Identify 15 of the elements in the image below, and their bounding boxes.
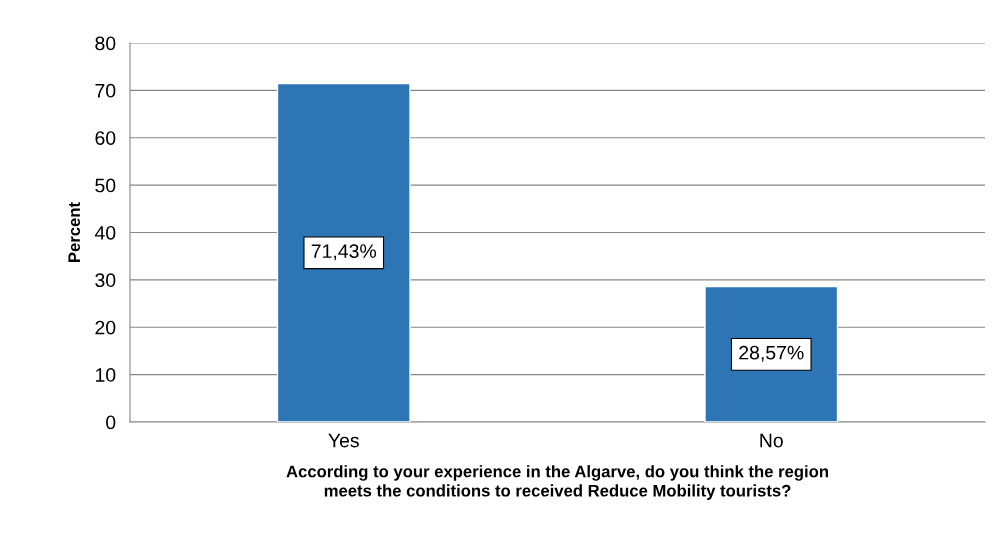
y-tick-label: 40 bbox=[94, 225, 116, 240]
y-axis-title: Percent bbox=[68, 202, 81, 262]
y-tick-label: 30 bbox=[95, 273, 116, 288]
x-tick-label: No bbox=[760, 433, 783, 448]
x-axis-title: According to your experience in the Algarve, do you think the region meets the conditions to received Reduce Mobility tourists? bbox=[286, 465, 828, 500]
y-tick-label: 80 bbox=[95, 36, 116, 51]
y-tick-label: 60 bbox=[95, 131, 116, 145]
y-tick-label: 10 bbox=[95, 368, 116, 382]
y-tick-label: 20 bbox=[95, 320, 116, 335]
data-label: 71,43% bbox=[311, 244, 377, 261]
y-tick-label: 0 bbox=[106, 415, 116, 430]
y-tick-label: 50 bbox=[95, 178, 116, 193]
data-label: 28,57% bbox=[739, 345, 804, 362]
x-tick-label: Yes bbox=[328, 433, 359, 448]
y-tick-label: 70 bbox=[95, 83, 116, 98]
